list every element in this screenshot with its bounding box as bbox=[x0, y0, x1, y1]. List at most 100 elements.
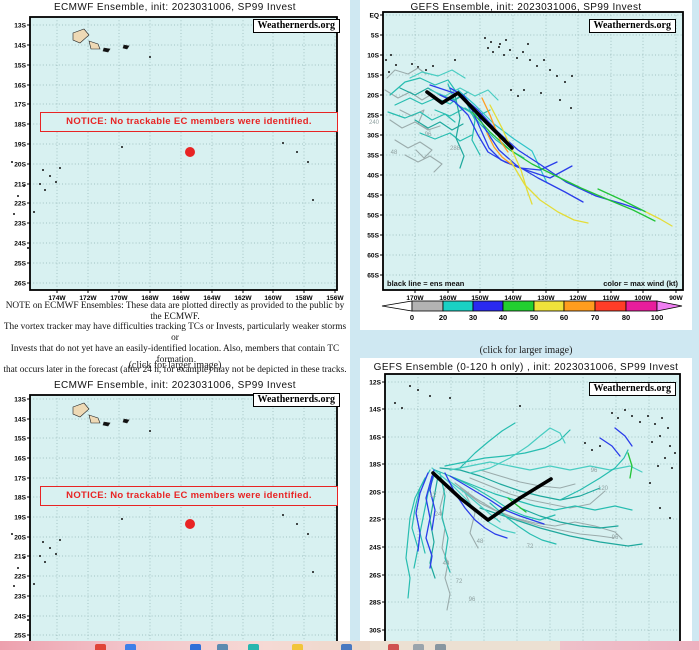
svg-text:45S: 45S bbox=[367, 192, 379, 199]
app-icon[interactable] bbox=[217, 644, 228, 650]
svg-text:25S: 25S bbox=[14, 260, 26, 267]
svg-text:166W: 166W bbox=[172, 295, 190, 302]
app-icon[interactable] bbox=[292, 644, 303, 650]
figure-ecmwf-bottom[interactable]: 13S 14S 15S 16S 17S 18S 19S 20S 21S 22S 23S 24S 25S … bbox=[0, 378, 350, 650]
svg-text:28S: 28S bbox=[369, 599, 381, 606]
app-icon[interactable] bbox=[435, 644, 446, 650]
svg-text:30: 30 bbox=[469, 313, 477, 322]
svg-text:21S: 21S bbox=[14, 181, 26, 188]
svg-text:22S: 22S bbox=[369, 516, 381, 523]
svg-text:164W: 164W bbox=[203, 295, 221, 302]
svg-text:18S: 18S bbox=[14, 494, 26, 501]
svg-text:25S: 25S bbox=[14, 632, 26, 639]
svg-text:26S: 26S bbox=[369, 572, 381, 579]
app-icon[interactable] bbox=[125, 644, 136, 650]
figure-ecmwf-top[interactable]: 13S 14S 15S 16S 17S 18S 19S 20S 21S 22S 23S 24S 25S 2… bbox=[0, 0, 350, 307]
app-icon[interactable] bbox=[248, 644, 259, 650]
gefs-top-map: 240 96 48 288 EQ 5S 10S 15S 20S 25S 30S 35S 40S 45S 50… bbox=[367, 11, 684, 322]
svg-text:50: 50 bbox=[530, 313, 538, 322]
svg-text:60: 60 bbox=[560, 313, 568, 322]
svg-text:18S: 18S bbox=[369, 461, 381, 468]
svg-text:160W: 160W bbox=[264, 295, 282, 302]
svg-text:48: 48 bbox=[391, 150, 398, 156]
taskbar-light-segment bbox=[370, 641, 560, 650]
svg-text:72: 72 bbox=[527, 544, 534, 550]
click-larger-link-right[interactable]: (click for larger image) bbox=[479, 345, 573, 356]
weathernerds-badge: Weathernerds.org bbox=[252, 393, 340, 407]
svg-text:0: 0 bbox=[410, 313, 414, 322]
svg-text:130W: 130W bbox=[537, 295, 555, 302]
svg-text:16S: 16S bbox=[369, 434, 381, 441]
svg-text:60S: 60S bbox=[367, 252, 379, 259]
legend-black-line: black line = ens mean bbox=[387, 279, 465, 288]
figure-gefs-top[interactable]: 240 96 48 288 EQ 5S 10S 15S 20S 25S 30S 35S 40S 45S 50… bbox=[360, 0, 692, 330]
taskbar[interactable] bbox=[0, 641, 699, 650]
svg-text:26S: 26S bbox=[14, 280, 26, 287]
svg-text:120W: 120W bbox=[569, 295, 587, 302]
svg-text:40: 40 bbox=[499, 313, 507, 322]
weathernerds-badge: Weathernerds.org bbox=[588, 19, 676, 33]
svg-text:24S: 24S bbox=[14, 613, 26, 620]
figure-gefs-bottom[interactable]: 12 24 48 72 96 72 96 120 96 48 12S 14S 16S 18S 20S 22S 2… bbox=[360, 358, 692, 650]
svg-text:170W: 170W bbox=[406, 295, 424, 302]
app-icon[interactable] bbox=[190, 644, 201, 650]
svg-text:20S: 20S bbox=[14, 534, 26, 541]
svg-text:96: 96 bbox=[612, 535, 619, 541]
svg-text:30S: 30S bbox=[369, 627, 381, 634]
svg-text:13S: 13S bbox=[14, 396, 26, 403]
svg-text:21S: 21S bbox=[14, 553, 26, 560]
svg-text:96: 96 bbox=[469, 597, 476, 603]
svg-text:19S: 19S bbox=[14, 141, 26, 148]
svg-text:80: 80 bbox=[622, 313, 630, 322]
svg-text:16S: 16S bbox=[14, 455, 26, 462]
svg-text:22S: 22S bbox=[14, 200, 26, 207]
app-icon[interactable] bbox=[341, 644, 352, 650]
svg-text:16S: 16S bbox=[14, 82, 26, 89]
svg-text:96: 96 bbox=[425, 132, 432, 138]
panel-title: ECMWF Ensemble, init: 2023031006, SP99 I… bbox=[53, 380, 296, 391]
svg-text:12S: 12S bbox=[369, 379, 381, 386]
svg-text:13S: 13S bbox=[14, 22, 26, 29]
svg-text:23S: 23S bbox=[14, 593, 26, 600]
note-line: NOTE on ECMWF Ensembles: These data are … bbox=[5, 301, 345, 322]
svg-text:170W: 170W bbox=[110, 295, 128, 302]
svg-text:50S: 50S bbox=[367, 212, 379, 219]
svg-text:25S: 25S bbox=[367, 112, 379, 119]
panel-title: ECMWF Ensemble, init: 2023031006, SP99 I… bbox=[53, 2, 296, 13]
svg-text:100: 100 bbox=[651, 313, 664, 322]
svg-text:20S: 20S bbox=[367, 92, 379, 99]
svg-text:72: 72 bbox=[456, 579, 463, 585]
note-line: The vortex tracker may have difficulties… bbox=[3, 322, 347, 344]
svg-text:24: 24 bbox=[435, 512, 442, 518]
app-icon[interactable] bbox=[388, 644, 399, 650]
svg-text:15S: 15S bbox=[367, 72, 379, 79]
ecmwf-bottom-map: 13S 14S 15S 16S 17S 18S 19S 20S 21S 22S 23S 24S 25S bbox=[11, 394, 338, 650]
note-line: that occurs later in the forecast (after… bbox=[3, 365, 347, 376]
app-icon[interactable] bbox=[95, 644, 106, 650]
svg-text:140W: 140W bbox=[504, 295, 522, 302]
svg-text:168W: 168W bbox=[141, 295, 159, 302]
svg-text:17S: 17S bbox=[14, 101, 26, 108]
svg-text:240: 240 bbox=[369, 120, 380, 126]
svg-text:48: 48 bbox=[477, 539, 484, 545]
svg-text:22S: 22S bbox=[14, 573, 26, 580]
svg-text:23S: 23S bbox=[14, 220, 26, 227]
svg-text:EQ: EQ bbox=[369, 12, 379, 19]
ecmwf-top-map: 13S 14S 15S 16S 17S 18S 19S 20S 21S 22S 23S 24S 25S 2… bbox=[11, 16, 344, 302]
app-icon[interactable] bbox=[413, 644, 424, 650]
svg-text:150W: 150W bbox=[471, 295, 489, 302]
ecmwf-note: NOTE on ECMWF Ensembles: These data are … bbox=[0, 301, 350, 376]
svg-text:20: 20 bbox=[439, 313, 447, 322]
svg-text:162W: 162W bbox=[234, 295, 252, 302]
click-larger-link-left[interactable]: (click for larger image) bbox=[128, 360, 222, 371]
svg-text:174W: 174W bbox=[48, 295, 66, 302]
svg-text:96: 96 bbox=[591, 468, 598, 474]
svg-text:5S: 5S bbox=[371, 32, 380, 39]
svg-text:15S: 15S bbox=[14, 62, 26, 69]
svg-text:65S: 65S bbox=[367, 272, 379, 279]
svg-text:158W: 158W bbox=[295, 295, 313, 302]
svg-text:20S: 20S bbox=[14, 161, 26, 168]
svg-text:10S: 10S bbox=[367, 52, 379, 59]
svg-text:35S: 35S bbox=[367, 152, 379, 159]
